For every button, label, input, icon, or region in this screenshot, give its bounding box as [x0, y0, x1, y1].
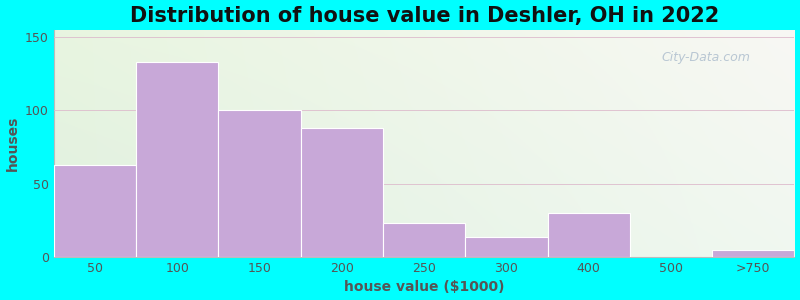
Bar [218, 110, 301, 257]
Y-axis label: houses: houses [6, 116, 19, 171]
Bar [301, 128, 383, 257]
Bar [712, 250, 794, 257]
Bar [466, 236, 547, 257]
Bar [547, 213, 630, 257]
Bar [136, 62, 218, 257]
Bar [383, 223, 466, 257]
Bar [54, 165, 136, 257]
Text: City-Data.com: City-Data.com [661, 51, 750, 64]
X-axis label: house value ($1000): house value ($1000) [344, 280, 504, 294]
Title: Distribution of house value in Deshler, OH in 2022: Distribution of house value in Deshler, … [130, 6, 718, 26]
